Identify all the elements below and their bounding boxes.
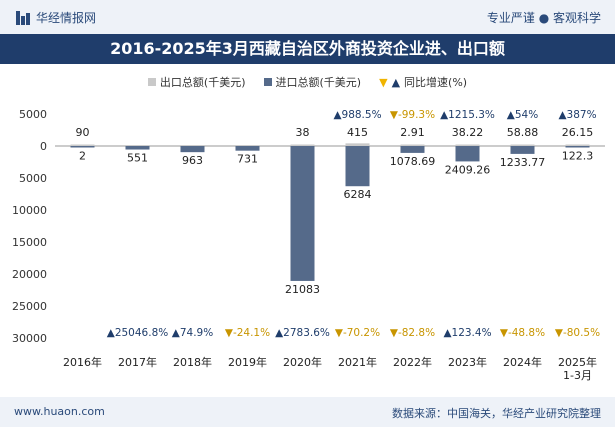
import-value-label: 731 [237,153,258,166]
import-value-label: 551 [127,152,148,165]
down-triangle-icon: ▼ [379,75,388,89]
import-growth-label: ▲25046.8% [107,327,168,339]
export-growth-label: ▲54% [507,109,538,121]
import-value-label: 1078.69 [390,155,436,168]
footer-source: 数据来源：中国海关，华经产业研究院整理 [392,407,601,420]
import-growth-label: ▼-70.2% [335,327,380,339]
export-growth-label: ▲988.5% [333,109,381,121]
import-growth-label: ▼-24.1% [225,327,270,339]
legend-swatch-export [147,78,156,86]
import-growth-label: ▲2783.6% [275,327,330,339]
top-bar: 华经情报网 专业严谨 ● 客观科学 [0,0,615,34]
footer-website[interactable]: www.huaon.com [14,405,105,418]
y-tick-label: 0 [40,140,47,153]
x-tick-label: 2022年 [393,355,432,369]
brand[interactable]: 华经情报网 [16,9,96,26]
import-value-label: 1233.77 [500,156,546,169]
import-growth-label: ▲74.9% [172,327,213,339]
legend-item-export: 出口总额(千美元) [147,74,246,90]
export-value-label: 415 [347,126,368,139]
import-value-label: 2 [79,150,86,163]
export-bar [345,143,370,146]
export-value-label: 38.22 [452,126,484,139]
export-value-label: 26.15 [562,126,594,139]
export-bar [400,144,425,146]
chart-legend: 出口总额(千美元) 进口总额(千美元) ▼ ▲ 同比增速(%) [0,74,615,90]
import-bar [565,146,590,148]
y-tick-label: 30000 [12,332,47,345]
import-value-label: 21083 [285,283,320,296]
import-bar [455,146,480,162]
x-tick-label: 2018年 [173,355,212,369]
x-tick-label: 2024年 [503,355,542,369]
export-growth-label: ▲387% [558,109,596,121]
y-tick-label: 10000 [12,204,47,217]
import-bar [70,146,95,148]
x-tick-label: 2017年 [118,355,157,369]
y-tick-label: 25000 [12,300,47,313]
y-tick-label: 5000 [19,172,47,185]
export-bar [510,144,535,146]
chart-title: 2016-2025年3月西藏自治区外商投资企业进、出口额 [0,34,615,64]
import-bar [235,146,260,151]
brand-name: 华经情报网 [36,11,97,25]
legend-item-import: 进口总额(千美元) [263,74,362,90]
brand-logo-icon [16,10,30,25]
y-tick-label: 5000 [19,108,47,121]
tagline: 专业严谨 ● 客观科学 [486,11,601,25]
x-tick-label: 2023年 [448,355,487,369]
import-value-label: 6284 [344,188,372,201]
y-tick-label: 20000 [12,268,47,281]
x-tick-label: 2019年 [228,355,267,369]
import-bar [180,146,205,153]
export-growth-label: ▼-99.3% [390,109,435,121]
import-growth-label: ▼-80.5% [555,327,600,339]
legend-item-growth: ▼ ▲ 同比增速(%) [379,74,467,90]
legend-label-export: 出口总额(千美元) [159,76,246,89]
export-value-label: 38 [296,126,310,139]
export-bar [290,144,315,146]
legend-swatch-import [263,78,272,86]
import-bar [400,146,425,153]
x-tick-label: 1-3月 [563,369,592,382]
import-growth-label: ▼-82.8% [390,327,435,339]
bar-chart: 5000 0 5000 10000 15000 20000 25000 30000 90 2 201… [12,108,605,382]
x-tick-label: 2016年 [63,355,102,369]
import-growth-label: ▲123.4% [443,327,491,339]
import-value-label: 122.3 [562,150,594,163]
y-tick-label: 15000 [12,236,47,249]
legend-label-import: 进口总额(千美元) [275,76,362,89]
import-bar [510,146,535,154]
export-bar [455,144,480,146]
export-value-label: 58.88 [507,126,539,139]
import-bar [345,146,370,187]
import-bar [125,146,150,150]
import-value-label: 2409.26 [445,163,491,176]
export-bar [70,144,95,146]
legend-label-growth: 同比增速(%) [404,76,468,89]
x-tick-label: 2021年 [338,355,377,369]
footer: www.huaon.com 数据来源：中国海关，华经产业研究院整理 [0,397,615,427]
import-growth-label: ▼-48.8% [500,327,545,339]
up-triangle-icon: ▲ [391,75,401,89]
export-value-label: 90 [76,126,90,139]
export-growth-label: ▲1215.3% [440,109,495,121]
export-value-label: 2.91 [400,126,425,139]
export-bar [565,144,590,146]
import-bar [290,146,315,281]
x-tick-label: 2025年 [558,355,597,369]
x-tick-label: 2020年 [283,355,322,369]
import-value-label: 963 [182,154,203,167]
